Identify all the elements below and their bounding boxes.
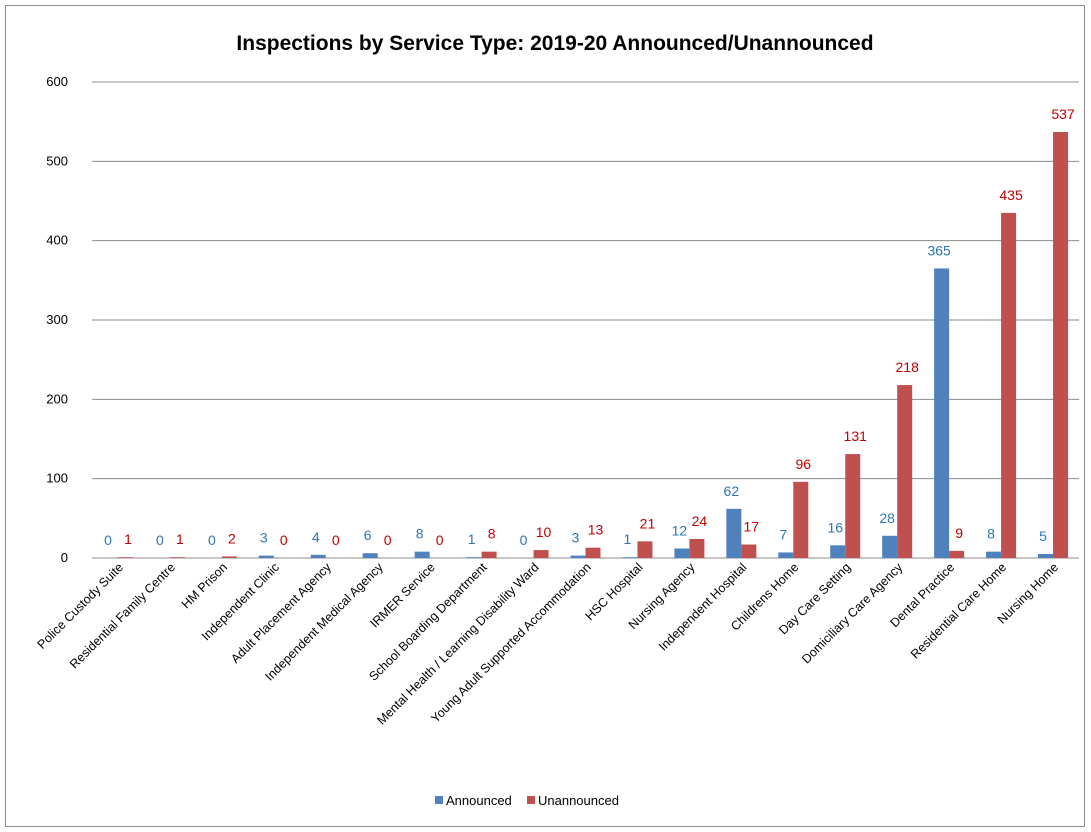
data-label-unannounced: 0 xyxy=(332,532,340,548)
data-label-unannounced: 10 xyxy=(536,524,552,540)
bar-unannounced xyxy=(169,557,185,558)
data-label-announced: 3 xyxy=(260,530,268,546)
bar-announced xyxy=(778,552,794,558)
data-label-announced: 7 xyxy=(779,526,787,542)
data-label-announced: 12 xyxy=(672,522,688,538)
data-label-announced: 0 xyxy=(520,532,528,548)
gridlines xyxy=(92,81,1079,559)
data-label-announced: 6 xyxy=(364,527,372,543)
bar-unannounced xyxy=(637,541,653,558)
x-tick-label: Domiciliary Care Agency xyxy=(799,560,906,667)
bar-unannounced xyxy=(117,557,133,558)
bars xyxy=(117,131,1069,558)
data-label-announced: 62 xyxy=(724,483,740,499)
data-label-unannounced: 1 xyxy=(176,531,184,547)
bar-announced xyxy=(726,508,742,558)
data-label-unannounced: 0 xyxy=(436,532,444,548)
bar-unannounced xyxy=(689,538,705,558)
legend-label-unannounced: Unannounced xyxy=(538,793,619,808)
bar-chart: Inspections by Service Type: 2019-20 Ann… xyxy=(35,32,1079,808)
data-label-unannounced: 21 xyxy=(640,515,656,531)
data-label-announced: 28 xyxy=(879,510,895,526)
data-label-announced: 1 xyxy=(468,531,476,547)
data-label-unannounced: 435 xyxy=(999,187,1023,203)
bar-announced xyxy=(986,551,1002,558)
x-tick-label: Independent Hospital xyxy=(656,560,749,653)
x-tick-label: Residential Family Centre xyxy=(67,560,178,671)
y-tick-label: 300 xyxy=(46,312,68,327)
chart-frame: Inspections by Service Type: 2019-20 Ann… xyxy=(5,5,1085,827)
chart-title: Inspections by Service Type: 2019-20 Ann… xyxy=(236,32,873,55)
data-label-unannounced: 0 xyxy=(280,532,288,548)
x-tick-label: HM Prison xyxy=(179,560,230,611)
data-label-unannounced: 0 xyxy=(384,532,392,548)
data-label-announced: 0 xyxy=(208,532,216,548)
y-tick-label: 400 xyxy=(46,233,68,248)
bar-unannounced xyxy=(1001,212,1017,558)
legend-swatch-unannounced xyxy=(527,796,535,804)
y-tick-label: 200 xyxy=(46,391,68,406)
y-tick-label: 0 xyxy=(61,550,68,565)
data-label-announced: 365 xyxy=(927,242,951,258)
data-label-unannounced: 218 xyxy=(896,359,920,375)
y-tick-label: 600 xyxy=(46,74,68,89)
bar-announced xyxy=(362,553,378,558)
y-axis-ticks: 0 100 200 300 400 500 600 xyxy=(46,74,68,565)
bar-unannounced xyxy=(481,551,497,558)
data-label-announced: 16 xyxy=(827,519,843,535)
data-label-unannounced: 24 xyxy=(692,513,708,529)
data-label-unannounced: 537 xyxy=(1051,106,1075,122)
legend-label-announced: Announced xyxy=(446,793,512,808)
x-tick-label: Residential Care Home xyxy=(908,560,1009,661)
bar-announced xyxy=(882,535,898,558)
data-label-unannounced: 131 xyxy=(844,428,868,444)
data-label-unannounced: 96 xyxy=(796,456,812,472)
data-label-announced: 4 xyxy=(312,529,320,545)
bar-unannounced xyxy=(949,550,965,558)
data-label-announced: 1 xyxy=(624,531,632,547)
bar-announced xyxy=(934,268,950,558)
data-label-announced: 5 xyxy=(1039,528,1047,544)
bar-announced xyxy=(466,557,482,558)
legend: Announced Unannounced xyxy=(435,793,619,808)
bar-announced xyxy=(310,554,326,558)
data-label-unannounced: 13 xyxy=(588,522,604,538)
data-label-unannounced: 8 xyxy=(488,526,496,542)
bar-announced xyxy=(830,545,846,558)
data-label-unannounced: 2 xyxy=(228,530,236,546)
x-tick-label: Adult Placement Agency xyxy=(228,560,334,666)
bar-unannounced xyxy=(845,454,861,558)
data-label-announced: 0 xyxy=(156,532,164,548)
bar-unannounced xyxy=(793,481,809,558)
x-tick-label: Police Custody Suite xyxy=(35,560,126,651)
data-label-announced: 3 xyxy=(572,530,580,546)
y-tick-label: 500 xyxy=(46,153,68,168)
bar-unannounced xyxy=(221,556,237,558)
bar-unannounced xyxy=(1053,131,1069,558)
bar-announced xyxy=(570,555,586,558)
data-label-announced: 8 xyxy=(416,526,424,542)
data-label-unannounced: 1 xyxy=(124,531,132,547)
legend-swatch-announced xyxy=(435,796,443,804)
bar-unannounced xyxy=(741,544,757,558)
bar-unannounced xyxy=(585,547,601,558)
data-label-announced: 0 xyxy=(104,532,112,548)
bar-announced xyxy=(622,557,638,558)
bar-announced xyxy=(1038,554,1054,558)
bar-announced xyxy=(414,551,430,558)
data-label-unannounced: 17 xyxy=(744,519,760,535)
bar-unannounced xyxy=(897,385,913,558)
bar-unannounced xyxy=(533,550,549,558)
data-label-announced: 8 xyxy=(987,526,995,542)
y-tick-label: 100 xyxy=(46,471,68,486)
data-label-unannounced: 9 xyxy=(955,525,963,541)
bar-announced xyxy=(674,548,690,558)
bar-announced xyxy=(258,555,274,558)
